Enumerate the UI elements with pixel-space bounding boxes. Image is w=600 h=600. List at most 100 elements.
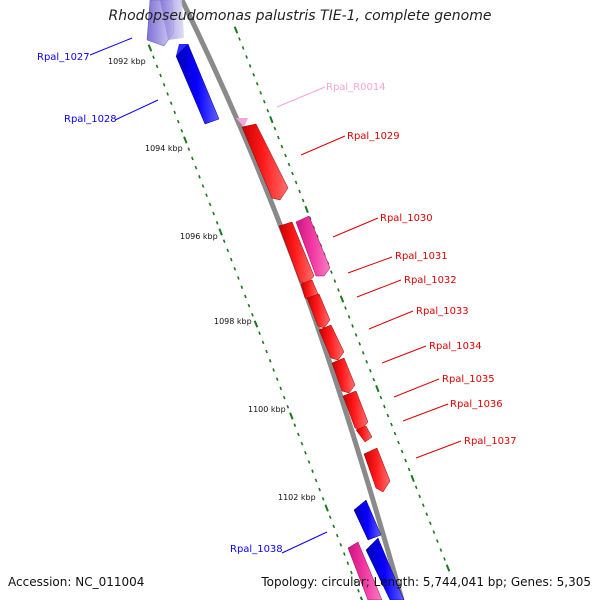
inner-tick — [218, 228, 223, 236]
gene-rpal-r0014[interactable] — [236, 118, 248, 127]
gene-rpal-1033[interactable] — [306, 293, 331, 329]
outer-tick — [280, 144, 284, 149]
label-rpal-1038[interactable]: Rpal_1038 — [230, 544, 283, 555]
inner-tick — [180, 129, 184, 133]
inner-tick — [343, 552, 346, 556]
inner-tick — [208, 202, 212, 207]
label-rpal-1033[interactable]: Rpal_1033 — [416, 306, 469, 317]
gene-rpal-1038[interactable] — [353, 499, 382, 541]
label-rpal-1027[interactable]: Rpal_1027 — [37, 52, 90, 63]
outer-tick — [248, 64, 252, 68]
inner-tick-track — [147, 44, 364, 600]
inner-tick — [314, 478, 318, 483]
inner-tick — [328, 515, 332, 519]
outer-tick — [407, 467, 411, 472]
inner-tick — [275, 377, 279, 381]
outer-tick — [298, 189, 301, 194]
outer-tick — [383, 404, 386, 409]
inner-tick — [289, 412, 294, 420]
outer-tick — [425, 512, 429, 516]
inner-tick — [307, 460, 311, 464]
label-rpal-1028[interactable]: Rpal_1028 — [64, 114, 117, 125]
outer-tick — [414, 485, 418, 490]
label-rpal-1034[interactable]: Rpal_1034 — [429, 341, 482, 352]
inner-tick — [162, 83, 166, 87]
gene-features — [146, 0, 405, 600]
gene-rpal-1034[interactable] — [318, 324, 345, 361]
inner-tick — [237, 276, 240, 280]
inner-tick — [169, 101, 173, 105]
label-rpal-1037[interactable]: Rpal_1037 — [464, 436, 517, 447]
outer-tick — [291, 171, 294, 176]
inner-tick — [350, 570, 353, 575]
outer-tick — [351, 324, 354, 328]
outer-tick — [365, 360, 369, 364]
outer-tick — [269, 116, 274, 124]
outer-tick — [245, 55, 248, 59]
inner-tick — [201, 184, 205, 188]
gene-rpal-1028-arrowhead — [176, 44, 188, 56]
accession-text: Accession: NC_011004 — [8, 575, 145, 589]
outer-tick — [344, 306, 347, 310]
genome-summary-text: Topology: circular; Length: 5,744,041 bp… — [261, 575, 591, 589]
inner-tick — [173, 110, 177, 115]
inner-tick — [359, 596, 364, 600]
outer-tick — [418, 494, 422, 499]
outer-tick — [255, 82, 259, 86]
gene-rpal-1030[interactable] — [295, 215, 331, 277]
label-rpal-1029[interactable]: Rpal_1029 — [347, 131, 400, 142]
outer-tick — [273, 126, 277, 131]
inner-tick — [346, 561, 350, 565]
outer-tick — [445, 564, 451, 572]
inner-tick — [282, 395, 286, 400]
inner-tick — [222, 239, 226, 243]
inner-tick — [226, 248, 230, 253]
outer-tick — [252, 73, 256, 77]
gene-rpal-1031[interactable] — [278, 221, 315, 285]
outer-tick — [436, 539, 439, 543]
outer-tick — [337, 288, 340, 292]
label-rpal-r0014[interactable]: Rpal_R0014 — [326, 82, 386, 93]
gene-rpal-1028[interactable] — [175, 43, 220, 125]
inner-tick — [152, 55, 155, 59]
gene-rpal-1036-tail — [355, 425, 373, 443]
inner-tick — [304, 451, 307, 455]
outer-tick — [304, 205, 309, 213]
gene-rpal-1037[interactable] — [363, 447, 391, 493]
outer-tick — [368, 368, 372, 373]
scale-label-1096: 1096 kbp — [180, 232, 218, 241]
inner-tick — [244, 294, 247, 299]
inner-tick — [240, 285, 244, 289]
gene-pink-partial-bottom — [347, 541, 383, 600]
inner-tick — [229, 257, 233, 262]
gene-rpal-1029[interactable] — [241, 123, 289, 201]
outer-tick — [397, 440, 400, 445]
inner-tick — [272, 368, 275, 372]
outer-tick — [421, 503, 425, 507]
inner-tick — [297, 432, 300, 437]
gene-rpal-1027-part[interactable] — [160, 0, 184, 40]
label-rpal-1035[interactable]: Rpal_1035 — [442, 374, 495, 385]
inner-tick — [194, 165, 198, 170]
outer-tick — [372, 377, 376, 382]
outer-tick — [262, 99, 266, 104]
inner-tick — [187, 147, 191, 151]
gene-rpal-1036[interactable] — [342, 390, 369, 431]
outer-tick — [428, 521, 432, 525]
label-rpal-1036[interactable]: Rpal_1036 — [450, 399, 503, 410]
inner-tick — [286, 405, 290, 409]
label-rpal-1030[interactable]: Rpal_1030 — [380, 213, 433, 224]
inner-tick — [247, 303, 251, 308]
label-rpal-1031[interactable]: Rpal_1031 — [395, 251, 448, 262]
inner-tick — [253, 320, 259, 328]
outer-tick — [354, 333, 358, 337]
inner-tick — [155, 64, 159, 69]
outer-tick — [386, 413, 390, 418]
scale-label-1098: 1098 kbp — [214, 317, 252, 326]
outer-tick — [393, 431, 397, 436]
inner-tick — [258, 331, 261, 335]
outer-tick — [301, 198, 305, 203]
gene-rpal-1035[interactable] — [331, 357, 356, 394]
outer-tick — [241, 46, 245, 50]
label-rpal-1032[interactable]: Rpal_1032 — [404, 275, 457, 286]
